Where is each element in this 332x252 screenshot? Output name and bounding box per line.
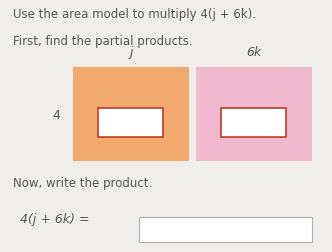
Text: 6k: 6k	[246, 46, 262, 59]
Text: 4: 4	[52, 108, 60, 121]
Text: Now, write the product.: Now, write the product.	[13, 176, 152, 189]
Text: j: j	[129, 46, 133, 59]
Text: 4(j + 6k) =: 4(j + 6k) =	[20, 212, 89, 225]
Text: First, find the partial products.: First, find the partial products.	[13, 35, 193, 48]
Bar	[196, 68, 312, 161]
Text: Use the area model to multiply 4(j + 6k).: Use the area model to multiply 4(j + 6k)…	[13, 8, 256, 20]
Bar	[139, 217, 312, 242]
Bar	[98, 108, 163, 137]
Bar	[73, 68, 189, 161]
Bar	[221, 108, 286, 137]
